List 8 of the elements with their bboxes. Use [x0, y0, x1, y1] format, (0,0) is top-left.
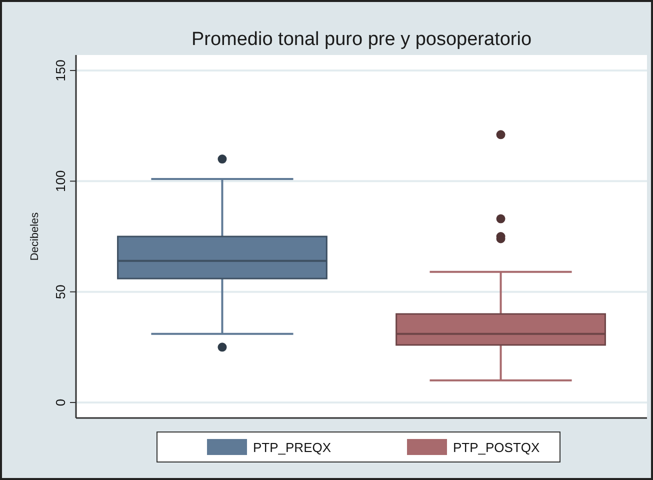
y-tick-label: 100	[53, 170, 68, 192]
y-tick-label: 50	[53, 284, 68, 300]
y-tick-label: 0	[53, 398, 68, 406]
y-axis-title: Decibeles	[29, 212, 41, 261]
chart-title: Promedio tonal puro pre y posoperatorio	[191, 29, 532, 50]
legend-label: PTP_POSTQX	[453, 440, 540, 455]
legend-label: PTP_PREQX	[253, 440, 332, 455]
y-tick-label: 150	[53, 60, 68, 82]
